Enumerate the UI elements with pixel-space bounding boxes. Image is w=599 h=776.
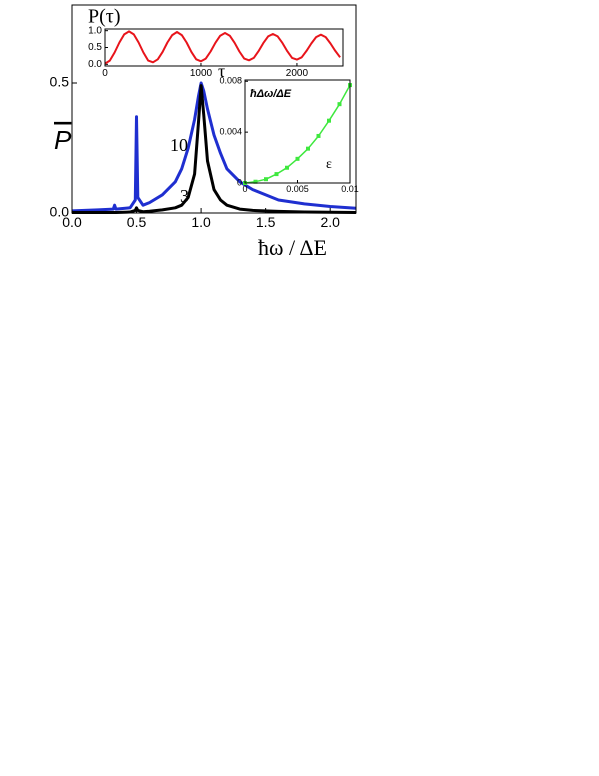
- inset-x-label: τ: [218, 61, 225, 81]
- inset-y-label: ħΔω/ΔE: [250, 88, 292, 100]
- data-marker: [337, 102, 342, 107]
- x-tick-label: 2.0: [320, 214, 340, 230]
- y-tick-label: 0.5: [88, 42, 102, 53]
- y-tick-label: 0.5: [50, 74, 70, 90]
- data-marker: [274, 172, 279, 177]
- x-axis-label: ħω / ΔE: [258, 235, 327, 260]
- inset-x-label: ε: [326, 157, 332, 172]
- y-tick-label: 0.004: [219, 127, 242, 137]
- data-marker: [264, 177, 268, 182]
- data-marker: [316, 133, 321, 138]
- data-marker: [285, 165, 289, 170]
- x-tick-label: 0: [102, 68, 108, 79]
- y-tick-label: 0: [237, 177, 242, 187]
- data-marker: [327, 118, 331, 123]
- plot-frame: [71, 4, 357, 214]
- x-tick-label: 0.5: [127, 214, 147, 230]
- y-tick-label: 0.0: [50, 204, 70, 220]
- x-tick-label: 0.01: [341, 184, 359, 194]
- data-line: [72, 84, 357, 214]
- data-marker: [306, 146, 310, 151]
- y-tick-label: 0.008: [219, 76, 242, 86]
- x-tick-label: 1.0: [191, 214, 211, 230]
- y-tick-label: 1.0: [88, 25, 102, 36]
- x-tick-label: 0.0: [62, 214, 82, 230]
- inset-background: [245, 80, 350, 183]
- plot-frame: [104, 28, 344, 67]
- data-marker: [253, 179, 258, 184]
- y-tick-label: 0.0: [88, 59, 102, 70]
- plot-frame: [244, 79, 351, 184]
- series-label: 3: [180, 186, 189, 206]
- inset-background: [105, 29, 343, 66]
- data-marker: [295, 156, 300, 161]
- x-tick-label: 0.005: [286, 184, 309, 194]
- x-tick-label: 2000: [286, 68, 309, 79]
- x-tick-label: 1000: [190, 68, 213, 79]
- data-line: [104, 30, 341, 65]
- series-label: 10: [170, 135, 188, 155]
- x-tick-label: 1.5: [256, 214, 276, 230]
- x-tick-label: 0: [242, 184, 247, 194]
- y-axis-label: P: [54, 125, 72, 155]
- inset-y-label: P(τ): [88, 6, 120, 28]
